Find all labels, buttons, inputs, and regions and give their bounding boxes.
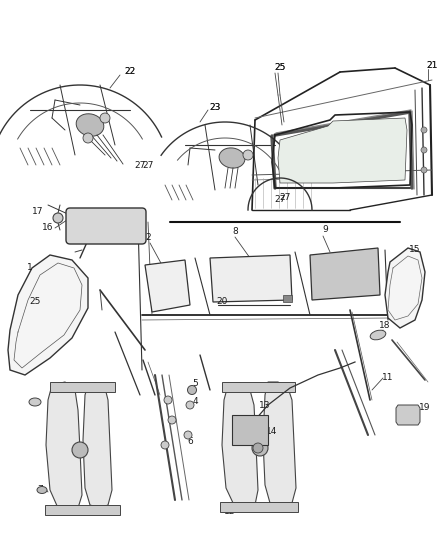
- Text: 21: 21: [426, 61, 438, 70]
- Text: 11: 11: [382, 374, 394, 383]
- Text: 25: 25: [29, 297, 41, 306]
- Text: 6: 6: [187, 438, 193, 447]
- Text: 25: 25: [274, 63, 286, 72]
- Text: 21: 21: [426, 61, 438, 69]
- FancyBboxPatch shape: [66, 208, 146, 244]
- Text: 23: 23: [209, 102, 221, 111]
- Polygon shape: [283, 295, 292, 302]
- Circle shape: [421, 167, 427, 173]
- Circle shape: [83, 133, 93, 143]
- Polygon shape: [385, 248, 425, 328]
- Polygon shape: [145, 260, 190, 312]
- Text: 7: 7: [37, 486, 43, 495]
- Text: 17: 17: [32, 207, 44, 216]
- Circle shape: [243, 150, 253, 160]
- Text: 18: 18: [379, 320, 391, 329]
- Ellipse shape: [370, 330, 386, 340]
- Text: 26: 26: [122, 236, 134, 245]
- Circle shape: [187, 385, 197, 394]
- Circle shape: [100, 113, 110, 123]
- Text: 22: 22: [124, 68, 136, 77]
- Circle shape: [421, 127, 427, 133]
- Polygon shape: [310, 248, 380, 300]
- Circle shape: [252, 440, 268, 456]
- Text: 13: 13: [259, 400, 271, 409]
- Polygon shape: [50, 382, 115, 392]
- Text: 14: 14: [266, 427, 278, 437]
- Ellipse shape: [37, 487, 47, 494]
- Polygon shape: [222, 382, 295, 392]
- Circle shape: [53, 213, 63, 223]
- Text: 9: 9: [322, 225, 328, 235]
- Text: 20: 20: [216, 297, 228, 306]
- Text: 16: 16: [42, 223, 54, 232]
- Text: 2: 2: [145, 233, 151, 243]
- Ellipse shape: [29, 398, 41, 406]
- Circle shape: [168, 416, 176, 424]
- Text: 15: 15: [409, 246, 421, 254]
- Polygon shape: [45, 505, 120, 515]
- Polygon shape: [8, 255, 88, 375]
- Ellipse shape: [219, 148, 245, 168]
- Text: 27: 27: [142, 160, 154, 169]
- Text: 22: 22: [124, 68, 136, 77]
- Text: 8: 8: [232, 228, 238, 237]
- Circle shape: [72, 442, 88, 458]
- Ellipse shape: [76, 114, 104, 136]
- Polygon shape: [232, 415, 268, 445]
- Polygon shape: [83, 383, 112, 508]
- Text: 25: 25: [274, 63, 286, 72]
- Polygon shape: [220, 502, 298, 512]
- Circle shape: [161, 441, 169, 449]
- Text: 27: 27: [279, 193, 291, 203]
- Polygon shape: [263, 382, 296, 507]
- Text: 1: 1: [27, 263, 33, 272]
- Polygon shape: [278, 118, 407, 183]
- Circle shape: [164, 396, 172, 404]
- Text: 27: 27: [134, 160, 146, 169]
- Circle shape: [253, 443, 263, 453]
- Text: 5: 5: [192, 378, 198, 387]
- Text: 27: 27: [274, 196, 286, 205]
- Circle shape: [184, 431, 192, 439]
- Polygon shape: [46, 382, 82, 510]
- Text: 4: 4: [192, 398, 198, 407]
- Polygon shape: [222, 383, 258, 508]
- Text: 3: 3: [97, 507, 103, 516]
- Text: 19: 19: [419, 403, 431, 413]
- Polygon shape: [396, 405, 420, 425]
- Polygon shape: [210, 255, 292, 302]
- Circle shape: [186, 401, 194, 409]
- Text: 23: 23: [209, 102, 221, 111]
- Circle shape: [421, 147, 427, 153]
- Text: 12: 12: [224, 507, 236, 516]
